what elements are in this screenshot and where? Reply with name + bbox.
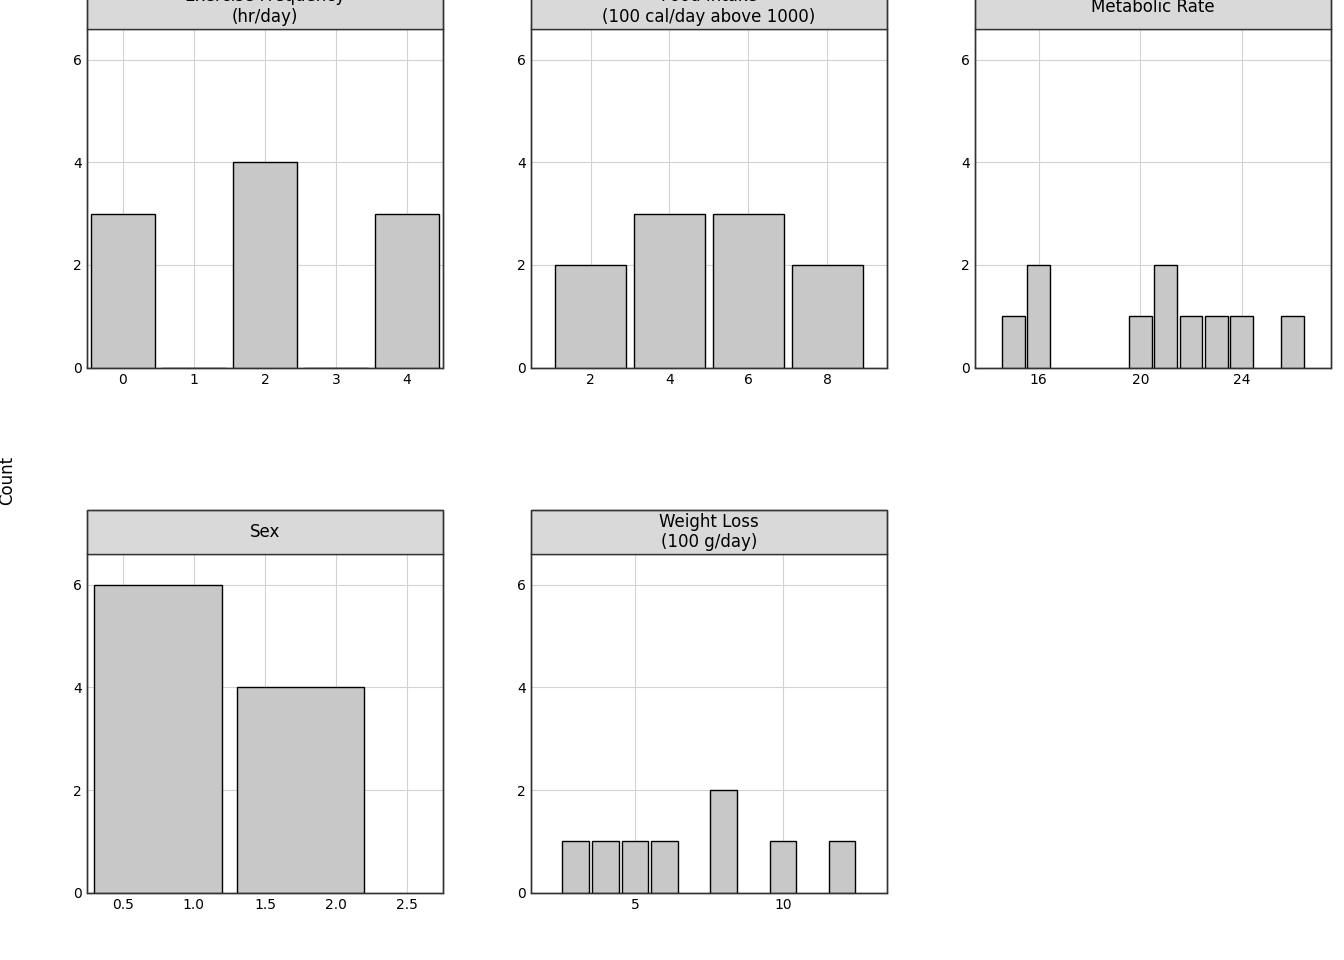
FancyBboxPatch shape <box>531 0 887 29</box>
FancyBboxPatch shape <box>531 510 887 554</box>
Bar <box>1206 316 1228 368</box>
Bar <box>622 842 648 893</box>
Bar <box>1281 316 1304 368</box>
Bar <box>712 214 784 368</box>
Bar <box>1154 265 1177 368</box>
FancyBboxPatch shape <box>87 0 442 29</box>
Bar <box>1129 316 1152 368</box>
FancyBboxPatch shape <box>87 510 442 554</box>
Bar <box>829 842 856 893</box>
Bar <box>1003 316 1025 368</box>
Text: Food Intake
(100 cal/day above 1000): Food Intake (100 cal/day above 1000) <box>602 0 816 26</box>
Text: Sex: Sex <box>250 523 280 540</box>
Text: Weight Loss
(100 g/day): Weight Loss (100 g/day) <box>659 513 759 551</box>
Bar <box>792 265 863 368</box>
Bar <box>94 585 222 893</box>
Bar <box>555 265 626 368</box>
FancyBboxPatch shape <box>976 0 1331 29</box>
Bar <box>652 842 677 893</box>
Bar <box>1027 265 1050 368</box>
Bar <box>237 687 364 893</box>
Bar <box>1180 316 1203 368</box>
Bar <box>770 842 796 893</box>
Text: Count: Count <box>0 455 16 505</box>
Bar <box>711 790 737 893</box>
Bar <box>91 214 155 368</box>
Text: Exercise Frequency
(hr/day): Exercise Frequency (hr/day) <box>185 0 345 26</box>
Bar <box>1230 316 1253 368</box>
Bar <box>634 214 706 368</box>
Bar <box>233 162 297 368</box>
Bar <box>593 842 618 893</box>
Bar <box>375 214 439 368</box>
Bar <box>562 842 589 893</box>
Text: Metabolic Rate: Metabolic Rate <box>1091 0 1215 15</box>
